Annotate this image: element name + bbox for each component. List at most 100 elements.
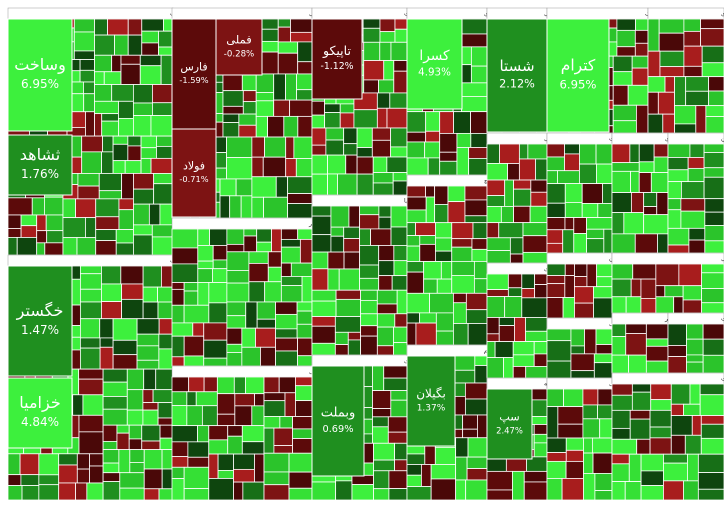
tile-filler <box>327 268 340 291</box>
tile-filler <box>586 228 605 240</box>
tile-filler <box>334 316 362 333</box>
tile-filler <box>611 354 629 374</box>
tile-filler <box>296 323 313 339</box>
tile-filler <box>132 84 153 104</box>
tile-filler <box>439 111 454 134</box>
tile-filler <box>171 456 189 468</box>
tile-filler <box>107 18 129 36</box>
tile-filler <box>564 153 580 172</box>
tile-filler <box>238 113 257 126</box>
tile <box>7 18 73 132</box>
tile-filler <box>616 29 636 48</box>
tile-filler <box>640 453 664 472</box>
tile-filler <box>120 63 141 85</box>
tile-filler <box>393 60 408 72</box>
tile-filler <box>212 268 228 283</box>
tile-filler <box>611 409 631 429</box>
tile-filler <box>311 289 337 302</box>
tile-filler <box>260 346 276 367</box>
tile-filler <box>226 270 250 284</box>
tile-name: فارس <box>180 60 207 73</box>
tile-filler <box>546 156 565 172</box>
tile-filler <box>311 154 328 175</box>
tile-filler <box>275 313 298 330</box>
tile-filler <box>509 237 524 255</box>
tile-name: فولاد <box>183 159 205 172</box>
tile-filler <box>295 400 313 417</box>
tile-filler <box>362 27 381 43</box>
tile-filler <box>141 42 159 56</box>
tile-filler <box>171 288 185 306</box>
tile-filler <box>486 143 500 164</box>
tile-filler <box>376 303 398 315</box>
tile-filler <box>465 479 488 501</box>
tile-filler <box>20 225 38 238</box>
tile-filler <box>466 456 488 469</box>
tile-filler <box>79 265 102 275</box>
tile-filler <box>76 453 90 470</box>
tile-filler <box>101 283 123 302</box>
tile-filler <box>703 176 724 200</box>
tile-filler <box>667 356 687 374</box>
tile-name: کترام <box>561 57 596 75</box>
tile-filler <box>406 453 426 465</box>
tile-filler <box>573 217 587 234</box>
tile-filler <box>570 353 595 372</box>
tile-filler <box>81 151 102 174</box>
tile-filler <box>126 409 144 426</box>
tile-filler <box>94 18 108 36</box>
tile-filler <box>436 278 453 294</box>
tile-filler <box>574 286 594 304</box>
tile-filler <box>659 66 685 78</box>
tile-filler <box>234 393 255 407</box>
tile-filler <box>76 237 97 256</box>
tile-filler <box>360 299 378 315</box>
tile-filler <box>136 345 160 361</box>
tile-filler <box>348 205 361 228</box>
tile-filler <box>546 478 563 501</box>
tile-filler <box>327 251 345 270</box>
tile-filler <box>667 157 689 171</box>
tile-filler <box>682 285 703 301</box>
tile-filler <box>75 482 88 501</box>
tile-filler <box>643 214 669 235</box>
tile-filler <box>611 394 633 411</box>
tile-filler <box>279 416 293 429</box>
tile-filler <box>273 427 293 446</box>
tile-filler <box>643 206 658 216</box>
tile-filler <box>297 355 313 367</box>
tile-filler <box>171 335 185 358</box>
tile-filler <box>62 237 78 256</box>
tile-filler <box>512 470 525 501</box>
tile-filler <box>256 228 272 243</box>
tile-filler <box>112 135 129 145</box>
tile-filler <box>653 156 669 173</box>
tile-filler <box>611 438 638 455</box>
tile-filler <box>226 228 245 245</box>
tile-filler <box>632 263 657 280</box>
tile-filler <box>657 233 669 254</box>
tile-filler <box>158 488 174 501</box>
sector-header <box>546 377 613 390</box>
tile-filler <box>546 170 558 185</box>
tile-filler <box>356 127 373 148</box>
tile <box>215 18 263 76</box>
sector-header <box>171 365 313 378</box>
tile-filler <box>593 286 613 299</box>
tile-filler <box>512 341 535 356</box>
tile-filler <box>325 127 345 141</box>
sector-header <box>406 7 488 20</box>
tile-filler <box>359 277 380 291</box>
tile-filler <box>297 41 313 63</box>
tile-filler <box>686 361 704 374</box>
tile-filler <box>89 465 104 484</box>
tile-filler <box>638 143 655 163</box>
tile-filler <box>425 111 441 132</box>
tile-filler <box>127 135 142 147</box>
tile-value: 4.84% <box>21 415 59 429</box>
tile-filler <box>447 185 466 203</box>
tile-filler <box>583 473 596 501</box>
sector-header <box>611 252 724 265</box>
tile-filler <box>290 262 313 277</box>
tile-filler <box>557 406 584 425</box>
